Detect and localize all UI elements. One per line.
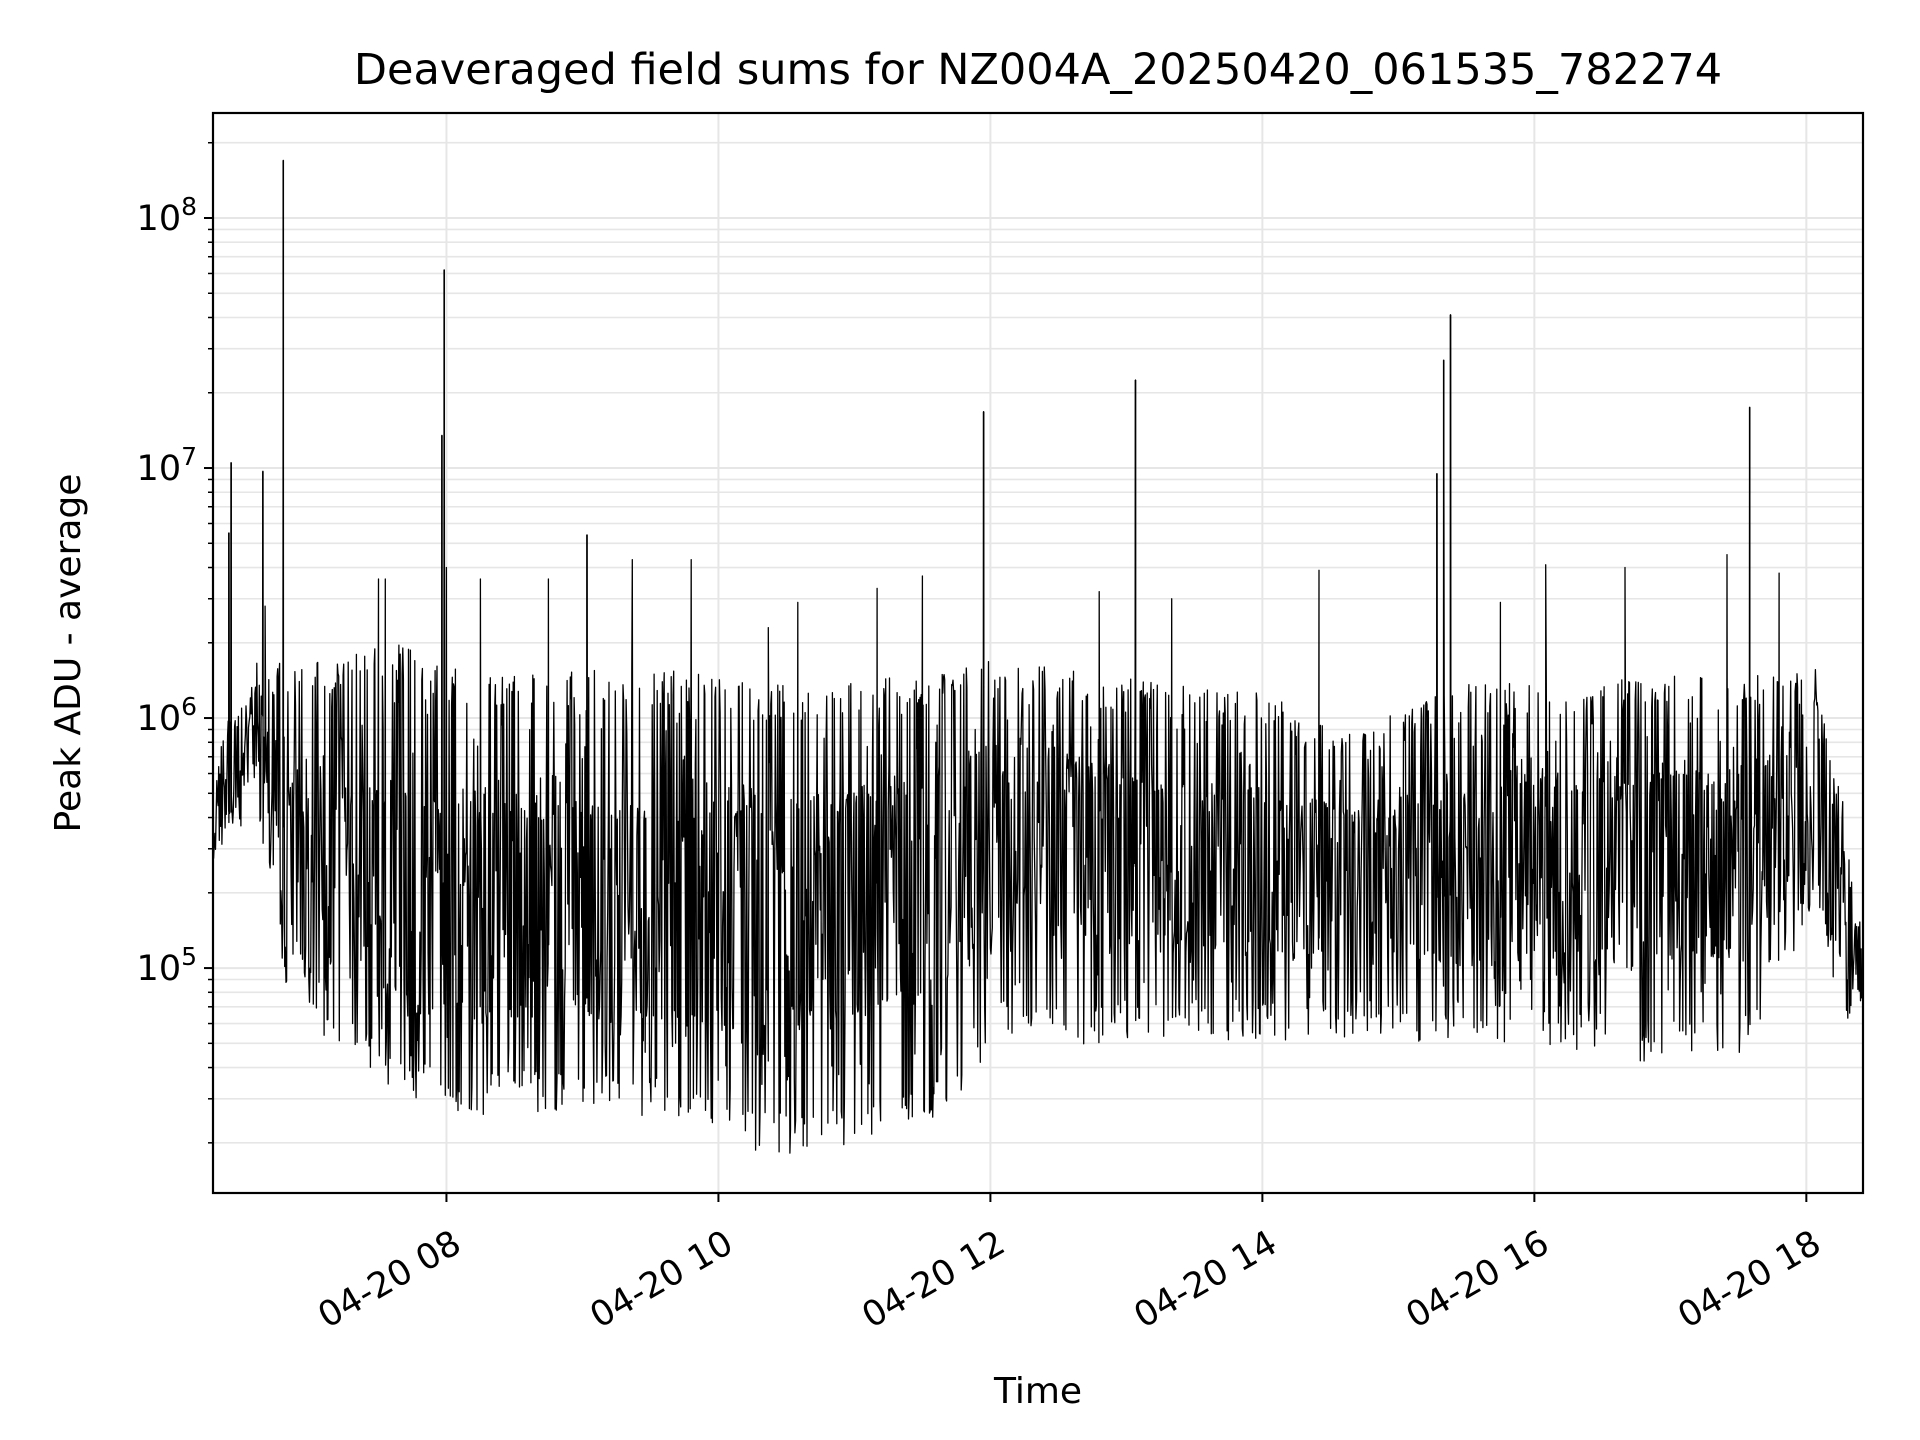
y-axis: 105 106 107 108	[137, 141, 213, 1144]
series-line-layer	[212, 159, 1864, 1154]
y-tick-label: 108	[137, 192, 197, 239]
series-line	[212, 159, 1864, 1154]
y-tick-label: 107	[137, 442, 197, 489]
plot-frame	[211, 111, 1865, 1195]
y-tick-label: 106	[137, 692, 197, 739]
y-tick-label: 105	[137, 942, 197, 989]
x-axis-label: Time	[993, 1371, 1082, 1412]
y-axis-label: Peak ADU - average	[48, 474, 89, 833]
chart-title: Deaveraged field sums for NZ004A_2025042…	[354, 45, 1722, 95]
